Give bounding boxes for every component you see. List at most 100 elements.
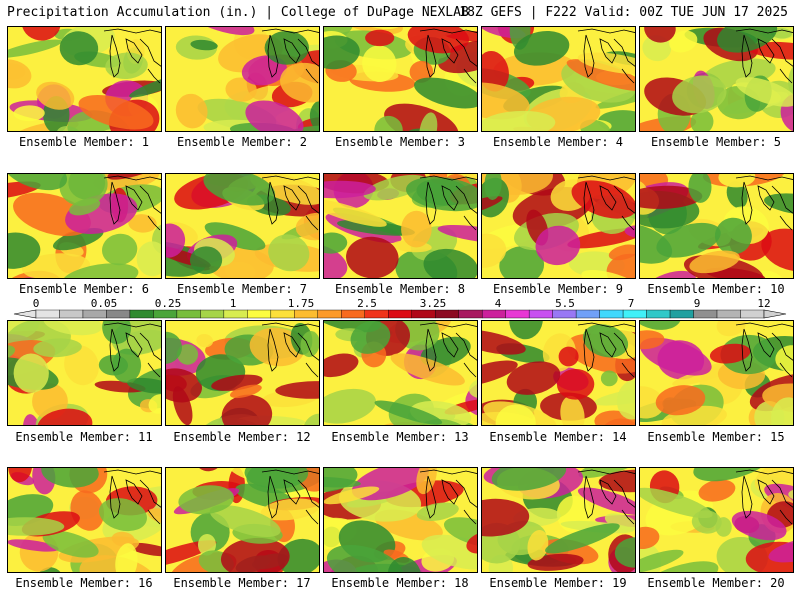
member-map-3 [323,26,478,132]
scale-swatch [646,309,671,319]
scale-swatch [106,309,131,319]
scale-swatch [435,309,459,319]
great-lakes-outline [577,175,635,231]
scale-swatch [552,309,577,319]
great-lakes-outline [735,28,793,84]
scale-swatch [247,309,272,319]
great-lakes-outline [261,322,319,378]
great-lakes-outline [261,469,319,525]
scale-max-arrow [763,309,787,319]
great-lakes-outline [419,175,477,231]
scale-label: 2.5 [357,297,377,310]
scale-swatch [693,309,718,319]
scale-label: 0.05 [91,297,118,310]
scale-swatch [669,309,694,319]
member-map-16 [7,467,162,573]
great-lakes-outline [735,175,793,231]
scale-swatch [129,309,154,319]
member-map-17 [165,467,320,573]
member-map-14 [481,320,636,426]
scale-swatch [716,309,741,319]
scale-swatch [458,309,483,319]
member-caption-2: Ensemble Member: 2 [176,135,308,149]
scale-label: 0.25 [155,297,182,310]
member-map-13 [323,320,478,426]
member-map-12 [165,320,320,426]
scale-label: 9 [694,297,701,310]
member-caption-11: Ensemble Member: 11 [15,430,153,444]
scale-swatch [270,309,295,319]
member-caption-6: Ensemble Member: 6 [18,282,150,296]
member-caption-5: Ensemble Member: 5 [650,135,782,149]
great-lakes-outline [103,469,161,525]
scale-swatch [176,309,201,319]
great-lakes-outline [419,469,477,525]
great-lakes-outline [577,469,635,525]
scale-label: 5.5 [555,297,575,310]
great-lakes-outline [261,175,319,231]
member-map-6 [7,173,162,279]
member-caption-14: Ensemble Member: 14 [489,430,627,444]
precip-color-scale: 0 0.05 0.25 1 1.75 2.5 3.25 4 5.5 7 9 12 [13,297,787,319]
scale-swatch [481,309,506,319]
scale-min-arrow [13,309,37,319]
scale-swatch [82,309,107,319]
scale-swatch [317,309,342,319]
scale-swatch [575,309,600,319]
scale-swatch [35,309,60,319]
scale-swatch [59,309,84,319]
map-title: Precipitation Accumulation (in.) | Colle… [7,5,469,20]
member-map-7 [165,173,320,279]
member-map-19 [481,467,636,573]
scale-swatch [622,309,647,319]
member-map-10 [639,173,794,279]
member-map-20 [639,467,794,573]
scale-label: 1.75 [288,297,315,310]
member-caption-13: Ensemble Member: 13 [331,430,469,444]
scale-swatch [411,309,436,319]
member-caption-10: Ensemble Member: 10 [647,282,785,296]
member-map-15 [639,320,794,426]
member-caption-16: Ensemble Member: 16 [15,576,153,590]
great-lakes-outline [261,28,319,84]
great-lakes-outline [103,175,161,231]
member-map-4 [481,26,636,132]
great-lakes-outline [735,469,793,525]
scale-swatch [294,309,319,319]
member-caption-12: Ensemble Member: 12 [173,430,311,444]
scale-swatch [200,309,225,319]
member-caption-9: Ensemble Member: 9 [492,282,624,296]
scale-label: 12 [757,297,770,310]
member-map-8 [323,173,478,279]
great-lakes-outline [577,322,635,378]
member-caption-3: Ensemble Member: 3 [334,135,466,149]
member-caption-8: Ensemble Member: 8 [334,282,466,296]
member-map-5 [639,26,794,132]
scale-swatch [341,309,365,319]
run-info: 18Z GEFS | F222 Valid: 00Z TUE JUN 17 20… [459,5,788,20]
scale-swatch [153,309,178,319]
scale-swatch [740,309,765,319]
great-lakes-outline [577,28,635,84]
great-lakes-outline [419,322,477,378]
great-lakes-outline [103,28,161,84]
member-caption-1: Ensemble Member: 1 [18,135,150,149]
member-map-9 [481,173,636,279]
member-caption-15: Ensemble Member: 15 [647,430,785,444]
scale-swatch [505,309,530,319]
scale-swatch [364,309,389,319]
member-caption-20: Ensemble Member: 20 [647,576,785,590]
member-map-2 [165,26,320,132]
member-caption-17: Ensemble Member: 17 [173,576,311,590]
scale-label: 0 [33,297,40,310]
scale-swatch [388,309,412,319]
scale-label: 7 [628,297,635,310]
great-lakes-outline [103,322,161,378]
member-map-18 [323,467,478,573]
member-map-11 [7,320,162,426]
member-caption-4: Ensemble Member: 4 [492,135,624,149]
scale-label: 3.25 [420,297,447,310]
member-map-1 [7,26,162,132]
scale-swatch [223,309,248,319]
scale-label: 1 [230,297,237,310]
